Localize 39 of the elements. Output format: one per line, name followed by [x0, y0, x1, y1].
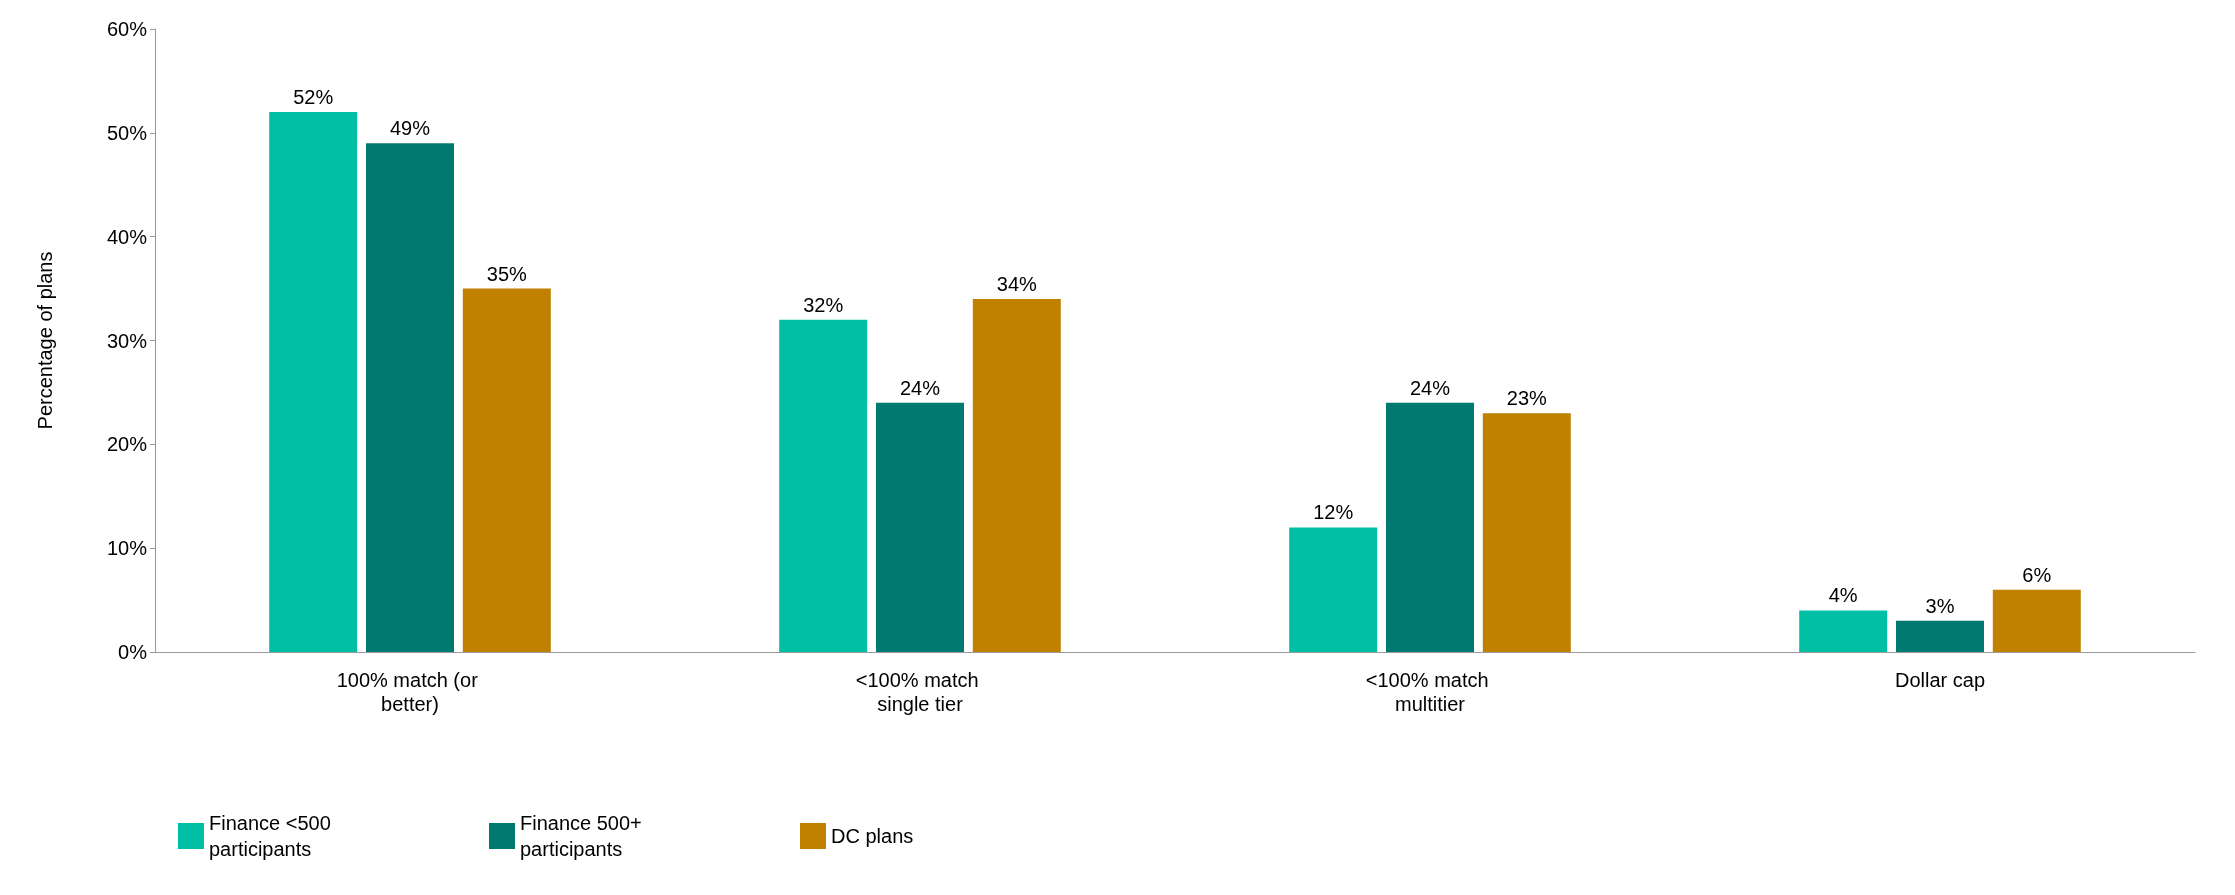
data-label: 4% [1828, 584, 1858, 607]
bar [1289, 527, 1378, 652]
bar [1799, 610, 1888, 652]
y-tick-label: 20% [106, 433, 148, 456]
y-tick-label: 10% [106, 537, 148, 560]
legend-label: Finance 500+ participants [520, 812, 648, 860]
bar [1992, 589, 2081, 652]
data-label: 3% [1925, 594, 1955, 617]
bar [1386, 402, 1474, 652]
data-label: 52% [293, 86, 334, 109]
bar [1482, 413, 1571, 652]
x-tick-label: <100% match single tier [855, 669, 985, 715]
bar [1896, 620, 1984, 652]
x-tick-label: <100% match multitier [1365, 669, 1495, 715]
x-tick-label: Dollar cap [1894, 669, 1986, 691]
data-label: 23% [1506, 387, 1548, 410]
data-label: 32% [803, 293, 844, 316]
x-tick-label: 100% match (or better) [336, 669, 484, 715]
y-tick-label: 60% [106, 18, 148, 40]
bar [269, 112, 358, 652]
legend-label: DC plans [831, 825, 914, 847]
data-label: 6% [2022, 563, 2052, 586]
data-label: 35% [486, 262, 528, 285]
data-label: 34% [996, 272, 1038, 295]
y-axis-title: Percentage of plans [34, 251, 56, 430]
bar [779, 319, 868, 652]
data-label: 12% [1313, 501, 1354, 524]
data-label: 24% [1409, 376, 1451, 399]
y-tick-label: 30% [106, 329, 148, 352]
data-label: 49% [389, 117, 431, 140]
bar [462, 288, 551, 652]
data-label: 24% [899, 376, 941, 399]
y-tick-label: 50% [106, 121, 148, 144]
legend-label: Finance <500 participants [209, 812, 337, 860]
bar [876, 402, 964, 652]
y-tick-label: 40% [106, 225, 148, 248]
bar [972, 298, 1061, 652]
y-tick-label: 0% [118, 641, 148, 663]
bar [366, 143, 454, 652]
